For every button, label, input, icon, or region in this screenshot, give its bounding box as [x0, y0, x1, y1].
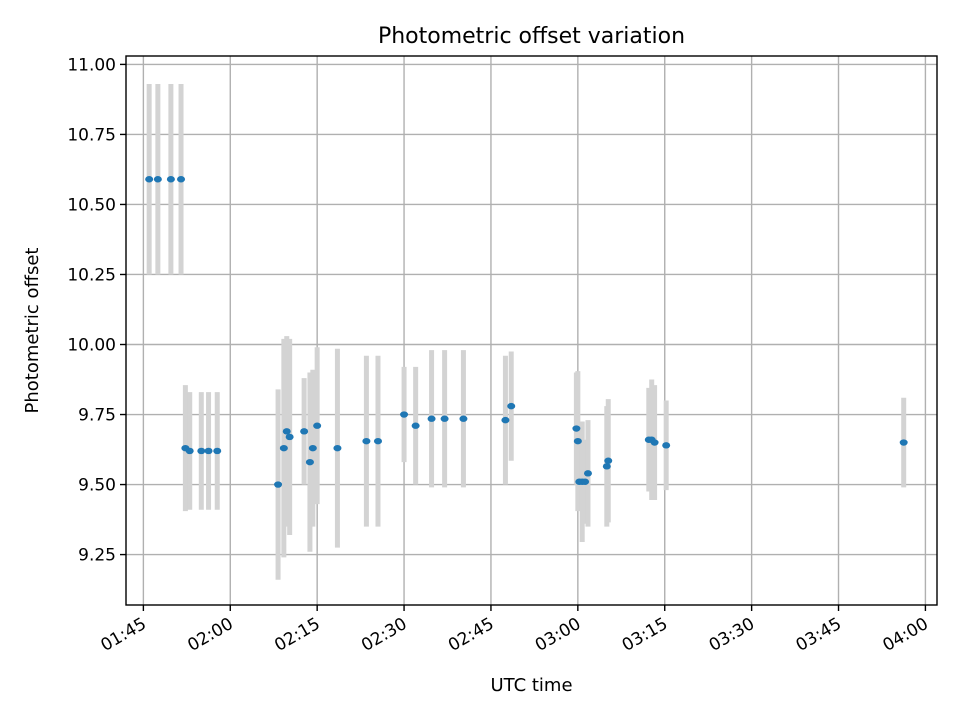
x-tick-label: 02:00 [184, 614, 236, 656]
x-tick-label: 01:45 [97, 614, 149, 656]
y-tick-label: 9.25 [78, 546, 116, 566]
data-point [602, 463, 611, 470]
data-point [185, 447, 194, 455]
y-axis-label: Photometric offset [22, 248, 43, 414]
data-point [166, 176, 175, 183]
data-point [177, 176, 186, 183]
y-gridlines [126, 63, 937, 556]
y-tick-label: 10.75 [67, 125, 116, 145]
data-point [285, 433, 294, 441]
y-axis-ticks: 9.25 9.50 9.75 10.00 10.25 10.50 10.75 11.00 [67, 55, 126, 566]
y-tick-label: 9.75 [78, 406, 116, 426]
data-point [300, 428, 309, 435]
x-axis-ticks: 01:45 02:00 02:15 02:30 02:45 03:00 03:15 03:30… [97, 605, 932, 656]
data-point [440, 415, 449, 422]
data-point [333, 444, 342, 452]
data-point [400, 411, 409, 418]
data-point [662, 442, 671, 449]
x-tick-label: 04:00 [879, 614, 931, 656]
data-point [279, 444, 288, 452]
data-point [153, 176, 162, 183]
data-point [308, 444, 317, 452]
data-point [282, 428, 291, 435]
y-tick-label: 10.25 [67, 265, 116, 285]
y-tick-label: 10.00 [67, 336, 116, 356]
x-tick-label: 03:30 [706, 614, 758, 656]
x-tick-label: 03:00 [532, 614, 584, 656]
data-point [305, 458, 314, 466]
y-tick-label: 9.50 [78, 476, 116, 496]
data-point [899, 439, 908, 446]
data-point [507, 402, 516, 410]
x-tick-label: 02:45 [445, 614, 497, 656]
data-points [145, 176, 908, 488]
data-point [581, 478, 590, 485]
chart-title: Photometric offset variation [378, 24, 685, 49]
data-point [362, 437, 371, 445]
data-point [604, 457, 613, 464]
x-tick-label: 02:30 [358, 614, 410, 656]
x-tick-label: 02:15 [271, 614, 323, 656]
x-tick-label: 03:15 [619, 614, 671, 656]
error-bars [146, 84, 907, 580]
y-tick-label: 10.50 [67, 195, 116, 215]
data-point [313, 422, 322, 429]
data-point [373, 437, 382, 445]
plot-frame [125, 55, 938, 606]
x-gridlines [142, 56, 927, 605]
data-point [145, 176, 154, 183]
x-axis-label: UTC time [490, 675, 572, 696]
data-point [411, 422, 420, 429]
data-point [427, 415, 436, 422]
x-tick-label: 03:45 [793, 614, 845, 656]
data-point [650, 439, 659, 446]
data-point [573, 437, 582, 445]
data-point [583, 470, 592, 477]
data-point [459, 415, 468, 422]
data-point [204, 447, 213, 455]
data-point [197, 447, 206, 455]
data-point [213, 447, 222, 455]
data-point [274, 481, 283, 488]
y-tick-label: 11.00 [67, 55, 116, 75]
data-point [572, 425, 581, 432]
data-point [501, 416, 510, 424]
